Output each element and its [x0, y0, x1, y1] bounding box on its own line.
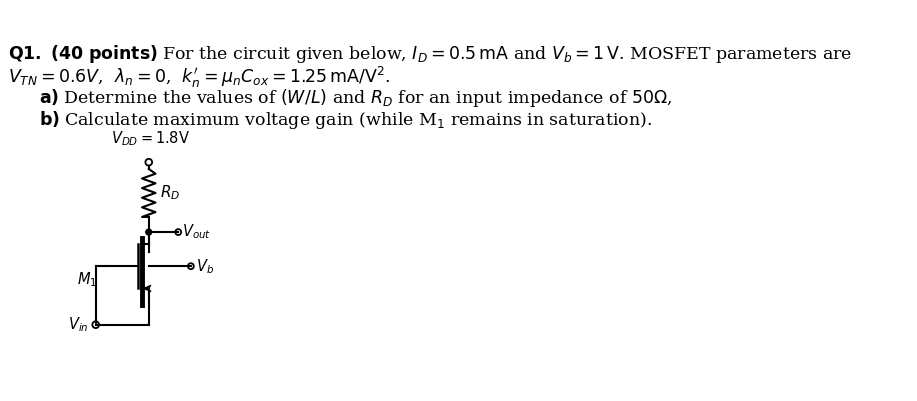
Text: $V_{out}$: $V_{out}$ [182, 223, 212, 241]
Text: $\mathbf{a)}$$\;$Determine the values of $(W/L)$ and $R_D$ for an input impedanc: $\mathbf{a)}$$\;$Determine the values of… [39, 87, 672, 109]
Text: $V_{DD}=1.8\mathrm{V}$: $V_{DD}=1.8\mathrm{V}$ [111, 129, 190, 148]
Text: $\mathbf{Q1.\ (40\ points)}$$\;$For the circuit given below, $I_D = 0.5\,\mathrm: $\mathbf{Q1.\ (40\ points)}$$\;$For the … [8, 43, 853, 65]
Text: $\mathbf{b)}$$\;$Calculate maximum voltage gain (while M$_1$ remains in saturati: $\mathbf{b)}$$\;$Calculate maximum volta… [39, 109, 652, 131]
Text: $V_{TN} = 0.6V$,  $\lambda_n = 0$,  $k_n^{\prime} = \mu_n C_{ox} = 1.25\,\mathrm: $V_{TN} = 0.6V$, $\lambda_n = 0$, $k_n^{… [8, 65, 391, 91]
Text: $R_D$: $R_D$ [160, 184, 180, 202]
Text: $V_{in}$: $V_{in}$ [69, 315, 89, 334]
Text: $V_b$: $V_b$ [196, 257, 214, 275]
Circle shape [146, 229, 151, 235]
Text: $M_1$: $M_1$ [77, 270, 97, 289]
